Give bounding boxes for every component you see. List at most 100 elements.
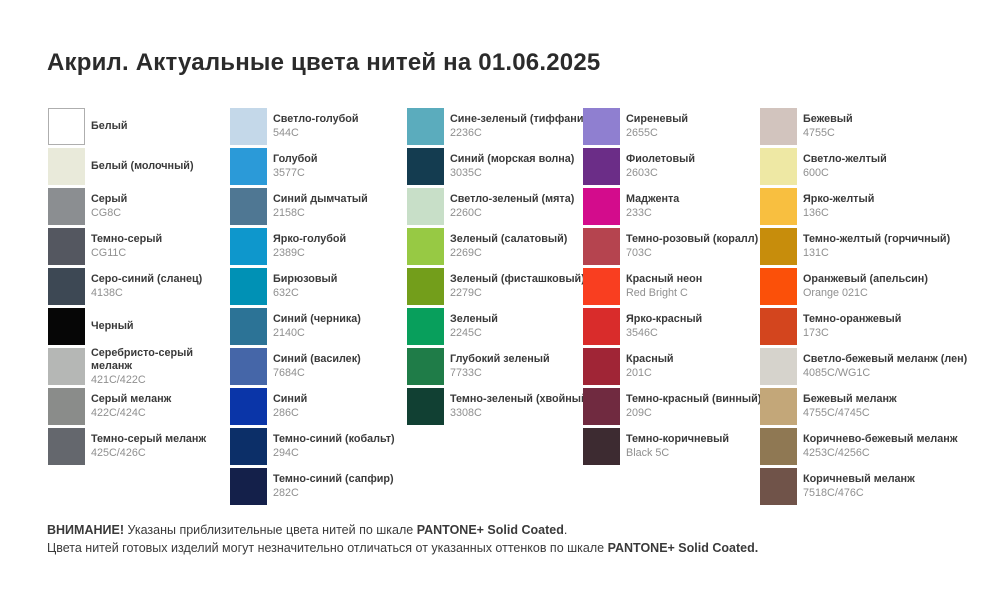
color-row: Темно-синий (сапфир) 282C bbox=[230, 468, 395, 505]
color-row: Бирюзовый 632C bbox=[230, 268, 395, 305]
color-code: 544C bbox=[273, 127, 299, 139]
disclaimer-line-1: ВНИМАНИЕ! Указаны приблизительные цвета … bbox=[47, 521, 758, 539]
color-label: Зеленый (фисташковый) 2279C bbox=[450, 273, 585, 300]
color-label: Бежевый 4755C bbox=[803, 113, 853, 140]
color-name: Зеленый bbox=[450, 313, 498, 325]
color-name: Ярко-желтый bbox=[803, 193, 875, 205]
color-row: Сине-зеленый (тиффани) 2236C bbox=[407, 108, 591, 145]
color-code: 2603C bbox=[626, 167, 658, 179]
color-swatch bbox=[407, 108, 444, 145]
color-code: 294C bbox=[273, 447, 299, 459]
color-label: Синий 286C bbox=[273, 393, 307, 420]
color-name: Коричневый меланж bbox=[803, 473, 915, 485]
color-code: CG8C bbox=[91, 207, 121, 219]
color-label: Синий (черника) 2140C bbox=[273, 313, 361, 340]
color-code: 4085C/WG1C bbox=[803, 367, 871, 379]
color-label: Темно-желтый (горчичный) 131C bbox=[803, 233, 950, 260]
color-label: Маджента 233C bbox=[626, 193, 679, 220]
color-name: Темно-зеленый (хвойный) bbox=[450, 393, 592, 405]
color-row: Ярко-голубой 2389C bbox=[230, 228, 395, 265]
color-swatch bbox=[760, 428, 797, 465]
color-row: Зеленый (салатовый) 2269C bbox=[407, 228, 591, 265]
color-name: Серо-синий (сланец) bbox=[91, 273, 203, 285]
color-row: Белый bbox=[48, 108, 223, 145]
color-name: Сиреневый bbox=[626, 113, 689, 125]
color-name: Белый bbox=[91, 120, 128, 132]
color-code: 2140C bbox=[273, 327, 305, 339]
color-code: 7733C bbox=[450, 367, 482, 379]
color-row: Ярко-желтый 136C bbox=[760, 188, 967, 225]
color-swatch bbox=[48, 388, 85, 425]
color-swatch bbox=[760, 228, 797, 265]
color-name: Темно-красный (винный) bbox=[626, 393, 762, 405]
color-label: Белый (молочный) bbox=[91, 160, 194, 173]
color-name: Серый меланж bbox=[91, 393, 172, 405]
color-code: Red Bright C bbox=[626, 287, 688, 299]
color-row: Серо-синий (сланец) 4138C bbox=[48, 268, 223, 305]
color-label: Темно-зеленый (хвойный) 3308C bbox=[450, 393, 591, 420]
color-swatch bbox=[583, 268, 620, 305]
color-swatch bbox=[407, 268, 444, 305]
color-code: 2655C bbox=[626, 127, 658, 139]
color-label: Серый меланж 422C/424C bbox=[91, 393, 171, 420]
swatch-column: Светло-голубой 544C Голубой 3577C Синий дымч… bbox=[230, 108, 395, 508]
color-code: 131C bbox=[803, 247, 829, 259]
color-label: Коричневый меланж 7518C/476C bbox=[803, 473, 915, 500]
color-swatch bbox=[48, 148, 85, 185]
color-name: Белый (молочный) bbox=[91, 160, 194, 172]
color-swatch bbox=[48, 268, 85, 305]
color-label: Темно-серый меланж 425C/426C bbox=[91, 433, 206, 460]
color-row: Фиолетовый 2603C bbox=[583, 148, 761, 185]
color-swatch bbox=[48, 228, 85, 265]
color-code: 286C bbox=[273, 407, 299, 419]
color-name: Синий (василек) bbox=[273, 353, 361, 365]
color-label: Коричнево-бежевый меланж 4253C/4256C bbox=[803, 433, 957, 460]
color-row: Голубой 3577C bbox=[230, 148, 395, 185]
color-name: Ярко-голубой bbox=[273, 233, 347, 245]
disclaimer: ВНИМАНИЕ! Указаны приблизительные цвета … bbox=[47, 521, 758, 557]
color-row: Глубокий зеленый 7733C bbox=[407, 348, 591, 385]
color-name: Синий bbox=[273, 393, 308, 405]
color-row: Темно-розовый (коралл) 703C bbox=[583, 228, 761, 265]
color-code: 600C bbox=[803, 167, 829, 179]
color-code: 233C bbox=[626, 207, 652, 219]
color-swatch bbox=[48, 428, 85, 465]
color-label: Светло-желтый 600C bbox=[803, 153, 887, 180]
color-label: Сиреневый 2655C bbox=[626, 113, 688, 140]
color-code: 2279C bbox=[450, 287, 482, 299]
color-swatch bbox=[407, 308, 444, 345]
color-row: Светло-желтый 600C bbox=[760, 148, 967, 185]
color-name: Темно-оранжевый bbox=[803, 313, 902, 325]
disclaimer-text-segment: Указаны приблизительные цвета нитей по ш… bbox=[124, 523, 417, 537]
color-code: CG11C bbox=[91, 247, 127, 259]
color-swatch bbox=[760, 108, 797, 145]
color-name: Бежевый меланж bbox=[803, 393, 897, 405]
color-label: Светло-голубой 544C bbox=[273, 113, 359, 140]
color-label: Темно-синий (сапфир) 282C bbox=[273, 473, 394, 500]
color-name: Бирюзовый bbox=[273, 273, 338, 285]
color-name: Оранжевый (апельсин) bbox=[803, 273, 928, 285]
color-label: Серебристо-серый меланж 421C/422C bbox=[91, 347, 223, 387]
color-swatch bbox=[407, 228, 444, 265]
color-code: 3577C bbox=[273, 167, 305, 179]
color-label: Оранжевый (апельсин) Orange 021C bbox=[803, 273, 928, 300]
color-row: Светло-голубой 544C bbox=[230, 108, 395, 145]
color-name: Темно-синий (сапфир) bbox=[273, 473, 394, 485]
color-row: Светло-зеленый (мята) 2260C bbox=[407, 188, 591, 225]
color-row: Серый CG8C bbox=[48, 188, 223, 225]
color-row: Темно-серый CG11C bbox=[48, 228, 223, 265]
color-name: Светло-голубой bbox=[273, 113, 359, 125]
color-name: Темно-синий (кобальт) bbox=[273, 433, 395, 445]
color-swatch bbox=[230, 268, 267, 305]
color-swatch bbox=[760, 188, 797, 225]
color-row: Синий (василек) 7684C bbox=[230, 348, 395, 385]
color-label: Черный bbox=[91, 320, 134, 333]
color-label: Сине-зеленый (тиффани) 2236C bbox=[450, 113, 587, 140]
color-label: Серо-синий (сланец) 4138C bbox=[91, 273, 202, 300]
color-label: Зеленый 2245C bbox=[450, 313, 498, 340]
color-swatch bbox=[48, 188, 85, 225]
color-swatch bbox=[583, 188, 620, 225]
color-name: Темно-серый bbox=[91, 233, 163, 245]
color-code: 201C bbox=[626, 367, 652, 379]
